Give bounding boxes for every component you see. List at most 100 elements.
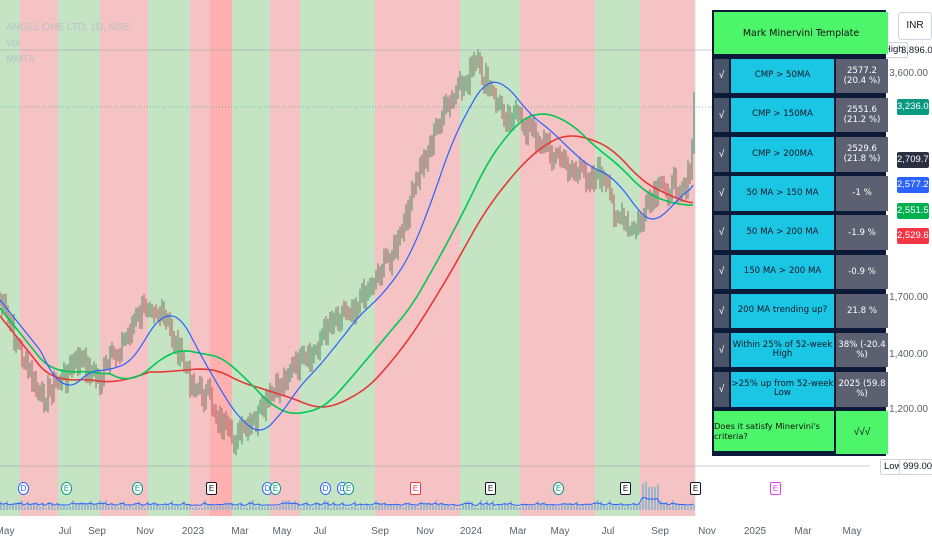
time-label: Nov <box>698 526 716 537</box>
earnings-event-marker[interactable]: E <box>770 482 781 495</box>
volume-bar <box>234 507 236 510</box>
volume-bar <box>24 507 26 510</box>
volume-bar <box>231 502 233 510</box>
mmta-legend[interactable]: MMTA <box>6 54 35 65</box>
volume-bar <box>132 507 134 510</box>
volume-bar <box>645 481 647 510</box>
volume-bar <box>483 505 485 510</box>
volume-bar <box>264 507 266 510</box>
earnings-event-marker[interactable]: E <box>343 482 354 495</box>
volume-bar <box>288 500 290 510</box>
volume-bar <box>228 503 230 510</box>
volume-bar <box>684 504 686 510</box>
criterion-value: 21.8 % <box>836 293 888 329</box>
volume-bar <box>579 506 581 510</box>
volume-bar <box>126 507 128 510</box>
volume-bar <box>96 503 98 510</box>
volume-bar <box>291 502 293 510</box>
ma-150-tag: 2,551.55 <box>897 203 932 219</box>
volume-bar <box>303 504 305 510</box>
volume-bar <box>297 502 299 510</box>
volume-bar <box>318 502 320 510</box>
dividend-event-marker[interactable]: D <box>18 482 29 495</box>
volume-bar <box>39 506 41 510</box>
volume-bar <box>159 506 161 510</box>
table-title: Mark Minervini Template <box>714 12 888 54</box>
volume-bar <box>6 500 8 510</box>
volume-bar <box>444 504 446 510</box>
earnings-event-marker[interactable]: E <box>690 482 701 495</box>
volume-bar <box>63 506 65 510</box>
criterion-label: 50 MA > 200 MA <box>731 215 834 250</box>
volume-bar <box>381 504 383 510</box>
dividend-event-marker[interactable]: D <box>320 482 331 495</box>
earnings-event-marker[interactable]: E <box>553 482 564 495</box>
volume-bar <box>591 504 593 510</box>
earnings-event-marker[interactable]: E <box>620 482 631 495</box>
volume-bar <box>582 505 584 510</box>
volume-bar <box>261 506 263 510</box>
candlesticks <box>0 49 695 456</box>
price-tag: 2,709.79 <box>897 152 932 168</box>
volume-legend[interactable]: Vol <box>6 38 20 49</box>
earnings-event-marker[interactable]: E <box>270 482 281 495</box>
volume-bar <box>147 501 149 510</box>
volume-bar <box>123 501 125 510</box>
volume-bar <box>543 502 545 510</box>
volume-bar <box>507 503 509 510</box>
earnings-event-marker[interactable]: E <box>206 482 217 495</box>
volume-bar <box>549 506 551 510</box>
volume-bar <box>3 503 5 510</box>
earnings-event-marker[interactable]: E <box>485 482 496 495</box>
volume-bar <box>300 507 302 510</box>
volume-bar <box>222 505 224 510</box>
volume-bar <box>390 505 392 510</box>
check-mark: √ <box>714 332 729 368</box>
ma-200-tag: 2,529.64 <box>897 228 932 244</box>
downtrend-band <box>20 0 58 516</box>
volume-bar <box>564 502 566 510</box>
volume-bar <box>531 505 533 510</box>
volume-bar <box>672 500 674 510</box>
volume-average-line <box>0 496 694 507</box>
final-criteria-label: Does it satisfy Minervini's criteria? <box>714 411 834 452</box>
volume-bar <box>180 506 182 510</box>
volume-bar <box>111 502 113 510</box>
time-label: Jul <box>58 526 72 537</box>
criterion-label: 50 MA > 150 MA <box>731 176 834 211</box>
currency-selector[interactable]: INR <box>898 12 932 40</box>
downtrend-band <box>270 0 300 516</box>
volume-bar <box>117 507 119 510</box>
volume-bar <box>618 505 620 510</box>
volume-bar <box>636 505 638 510</box>
time-label: Mar <box>794 526 812 537</box>
uptrend-band <box>58 0 100 516</box>
earnings-event-marker[interactable]: E <box>410 482 421 495</box>
volume-bar <box>492 500 494 510</box>
minervini-template-table: Mark Minervini Template √ CMP > 50MA 257… <box>712 10 888 456</box>
volume-bar <box>252 500 254 510</box>
volume-bar <box>630 506 632 510</box>
volume-bar <box>279 505 281 510</box>
volume-bar <box>114 505 116 510</box>
volume-bar <box>498 504 500 510</box>
earnings-event-marker[interactable]: E <box>132 482 143 495</box>
volume-bar <box>243 507 245 510</box>
volume-bar <box>84 502 86 510</box>
volume-bar <box>627 505 629 510</box>
trend-background-bands <box>0 0 695 516</box>
volume-bar <box>480 500 482 510</box>
earnings-event-marker[interactable]: E <box>61 482 72 495</box>
time-label: Jul <box>313 526 327 537</box>
volume-bar <box>45 507 47 510</box>
volume-bar <box>282 500 284 510</box>
volume-bar <box>558 507 560 510</box>
volume-bar <box>441 502 443 510</box>
volume-bar <box>366 504 368 510</box>
volume-bar <box>249 500 251 510</box>
time-axis[interactable]: May Jul Sep Nov 2023 Mar May Jul Sep Nov 2024 Mar Ma… <box>0 516 932 550</box>
volume-bar <box>54 507 56 510</box>
volume-bar <box>207 503 209 510</box>
volume-bar <box>309 506 311 510</box>
